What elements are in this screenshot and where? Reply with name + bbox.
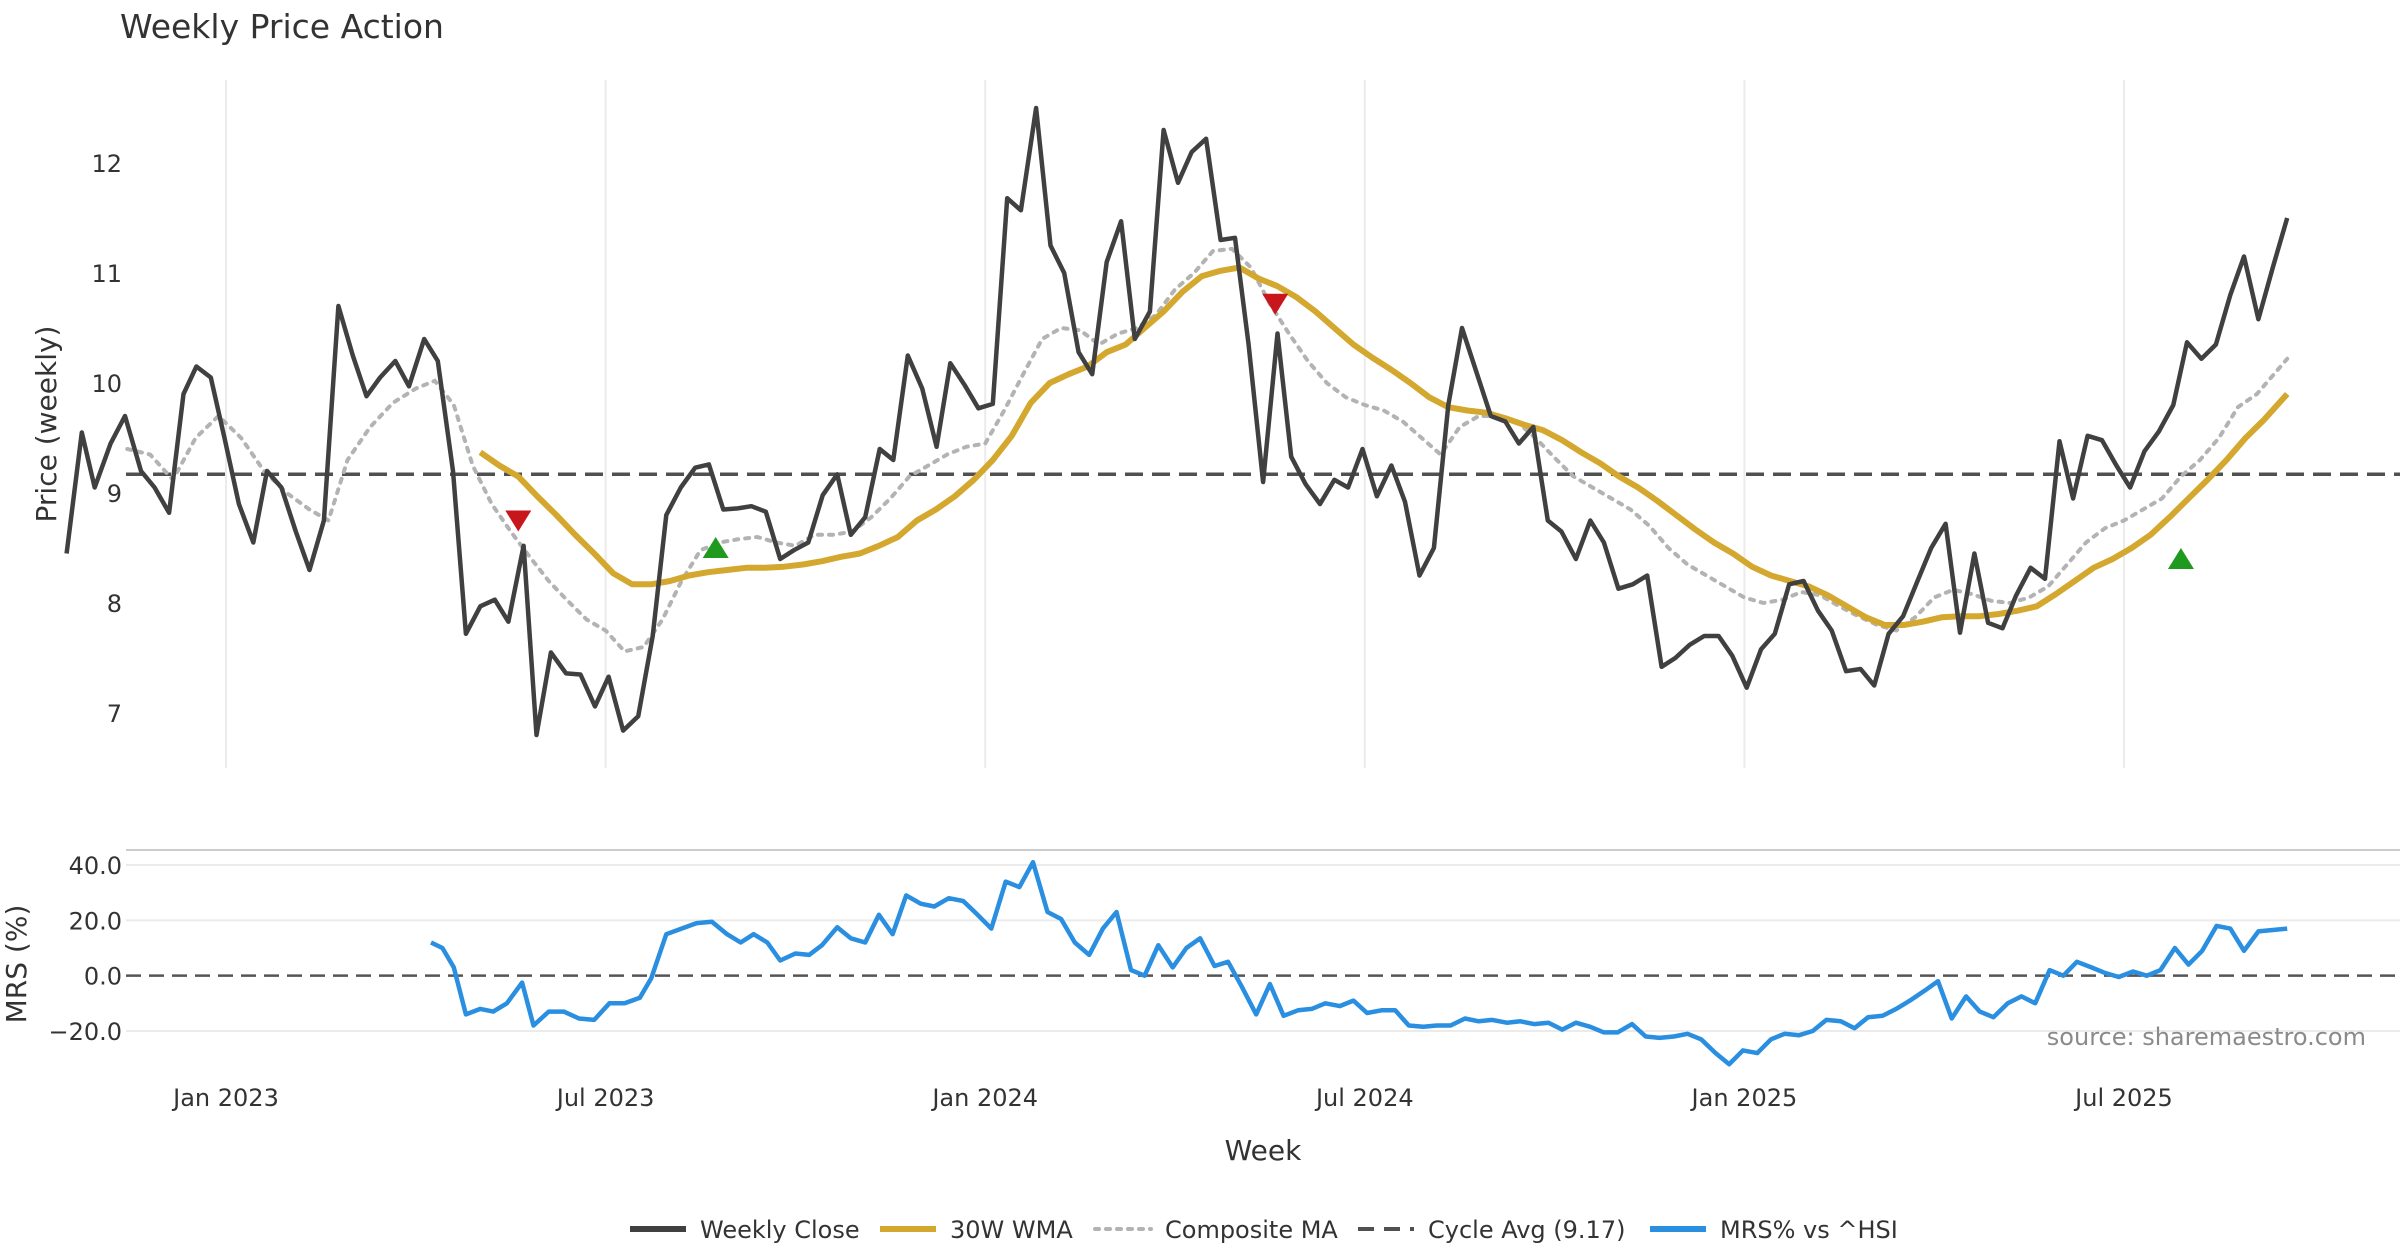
legend-label: 30W WMA (950, 1216, 1073, 1244)
legend-item: Cycle Avg (9.17) (1358, 1216, 1625, 1244)
price-y-tick: 11 (91, 260, 122, 288)
legend-item: MRS% vs ^HSI (1650, 1216, 1898, 1244)
chart-title: Weekly Price Action (120, 7, 444, 46)
legend-item: 30W WMA (880, 1216, 1073, 1244)
mrs-y-tick: 40.0 (69, 852, 122, 880)
price-y-tick: 8 (107, 590, 122, 618)
price-y-tick: 7 (107, 700, 122, 728)
legend-label: Composite MA (1165, 1216, 1338, 1244)
wma-30w-line (478, 264, 2290, 628)
x-tick: Jul 2024 (1314, 1084, 1414, 1112)
price-y-tick: 9 (107, 480, 122, 508)
signal-markers (505, 293, 2194, 569)
legend-label: Cycle Avg (9.17) (1428, 1216, 1625, 1244)
mrs-line (430, 859, 2288, 1067)
mrs-y-tick: 0.0 (84, 963, 122, 991)
mrs-y-tick: 20.0 (69, 907, 122, 935)
source-annotation: source: sharemaestro.com (2047, 1023, 2366, 1051)
mrs-y-tick: −20.0 (48, 1018, 122, 1046)
x-tick-labels: Jan 2023 Jul 2023 Jan 2024 Jul 2024 Jan 2025… (171, 1084, 2173, 1112)
sell-signal-marker (1262, 293, 1289, 315)
buy-signal-marker (702, 537, 729, 558)
mrs-y-gridlines (126, 864, 2400, 1032)
legend-label: MRS% vs ^HSI (1720, 1216, 1898, 1244)
price-y-tick-labels: 7 8 9 10 11 12 (91, 150, 122, 728)
legend: Weekly Close 30W WMA Composite MA Cycle Avg… (630, 1216, 1898, 1244)
legend-item: Weekly Close (630, 1216, 860, 1244)
legend-item: Composite MA (1093, 1216, 1338, 1244)
x-tick: Jul 2025 (2073, 1084, 2173, 1112)
sell-signal-marker (505, 510, 532, 532)
x-tick: Jan 2023 (171, 1084, 279, 1112)
price-y-tick: 10 (91, 370, 122, 398)
buy-signal-marker (2167, 548, 2194, 569)
x-tick: Jan 2025 (1690, 1084, 1798, 1112)
x-tick: Jan 2024 (930, 1084, 1038, 1112)
mrs-panel: 40.0 20.0 0.0 −20.0 MRS (%) source: sharema… (0, 849, 2400, 1067)
price-x-gridlines (225, 80, 2125, 768)
price-y-tick: 12 (91, 150, 122, 178)
composite-ma-line (125, 246, 2290, 654)
x-axis-label: Week (1225, 1134, 1302, 1167)
legend-label: Weekly Close (700, 1216, 860, 1244)
x-tick: Jul 2023 (555, 1084, 655, 1112)
price-panel: 7 8 9 10 11 12 Price (weekly) (30, 80, 2400, 768)
price-y-axis-label: Price (weekly) (30, 326, 63, 523)
mrs-y-axis-label: MRS (%) (0, 905, 33, 1024)
weekly-close-line (64, 105, 2290, 738)
mrs-y-tick-labels: 40.0 20.0 0.0 −20.0 (48, 852, 122, 1046)
